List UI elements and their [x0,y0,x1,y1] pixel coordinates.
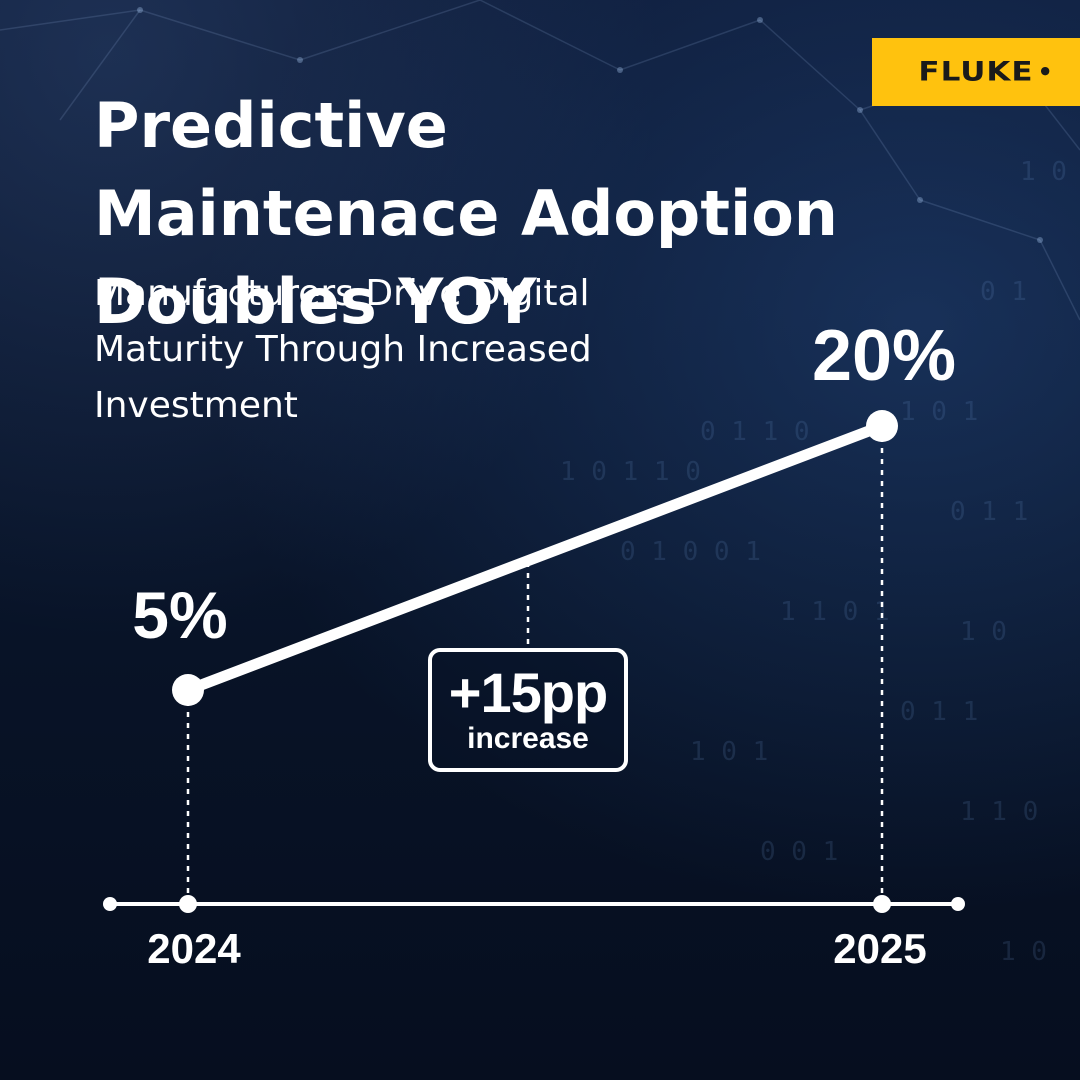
logo-text: FLUKE [918,56,1034,88]
year-label-2024: 2024 [147,925,241,972]
x-tick-2024 [179,895,197,913]
svg-text:0 1: 0 1 [980,277,1027,307]
x-axis-end-cap [951,897,965,911]
svg-text:1 0: 1 0 [1000,937,1047,967]
svg-text:0 1 1 0: 0 1 1 0 [700,417,810,447]
svg-text:0 1 0 0 1: 0 1 0 0 1 [620,537,761,567]
series-line [182,420,888,696]
page-subtitle: Manufacturers Drive Digital Maturity Thr… [94,273,592,426]
callout-label: increase [467,722,589,755]
fluke-logo: FLUKE ● [872,38,1080,106]
year-label-2025: 2025 [833,925,926,972]
svg-text:1 0: 1 0 [1020,157,1067,187]
registered-mark-icon: ● [1040,64,1050,77]
data-point-2024 [172,674,204,706]
svg-text:0 0 1: 0 0 1 [760,837,838,867]
value-label-2025: 20% [812,316,956,396]
increase-callout: +15pp increase [428,648,628,772]
callout-value: +15pp [448,661,608,724]
value-label-2024: 5% [132,578,227,652]
svg-text:1 1 0: 1 1 0 [960,797,1038,827]
svg-text:0 1 1: 0 1 1 [900,697,978,727]
svg-text:0 1 1: 0 1 1 [950,497,1028,527]
svg-text:1 1 0 1: 1 1 0 1 [780,597,890,627]
x-tick-2025 [873,895,891,913]
svg-text:1 0 1 1 0: 1 0 1 1 0 [560,457,701,487]
svg-text:1 0 1: 1 0 1 [690,737,768,767]
x-axis-start-cap [103,897,117,911]
page-title: Predictive Maintenace Adoption Doubles Y… [94,89,838,338]
svg-text:1 0: 1 0 [960,617,1007,647]
svg-text:1 0 1: 1 0 1 [900,397,978,427]
data-point-2025 [866,410,898,442]
